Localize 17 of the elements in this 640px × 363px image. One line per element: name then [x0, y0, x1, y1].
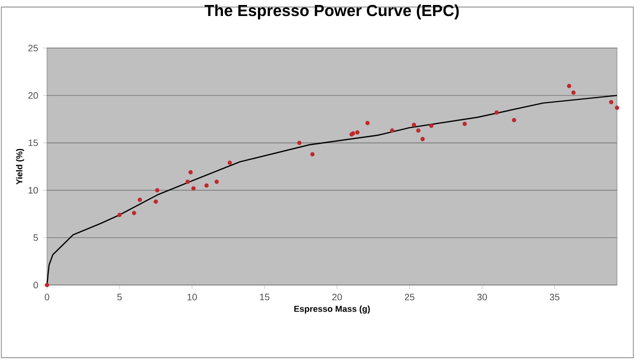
- x-axis-title: Espresso Mass (g): [294, 306, 370, 314]
- y-tick-label: 10: [28, 186, 38, 194]
- y-tick-label: 5: [33, 234, 38, 241]
- x-tick-label: 20: [332, 294, 342, 300]
- x-tick-label: 10: [188, 294, 197, 300]
- y-tick-label: 20: [28, 92, 38, 99]
- x-tick-label: 30: [477, 294, 487, 300]
- x-tick-label: 35: [550, 294, 560, 300]
- x-tick-label: 15: [260, 294, 270, 300]
- x-tick-label: 5: [117, 294, 122, 300]
- x-tick-label: 0: [44, 294, 50, 300]
- y-tick-label: 15: [28, 140, 38, 146]
- x-tick-label: 25: [404, 294, 414, 300]
- chart-title: The Espresso Power Curve (EPC): [204, 4, 459, 20]
- y-tick-label: 0: [33, 282, 38, 288]
- y-axis-title: Yield (%): [16, 148, 24, 185]
- y-tick-label: 25: [28, 44, 38, 52]
